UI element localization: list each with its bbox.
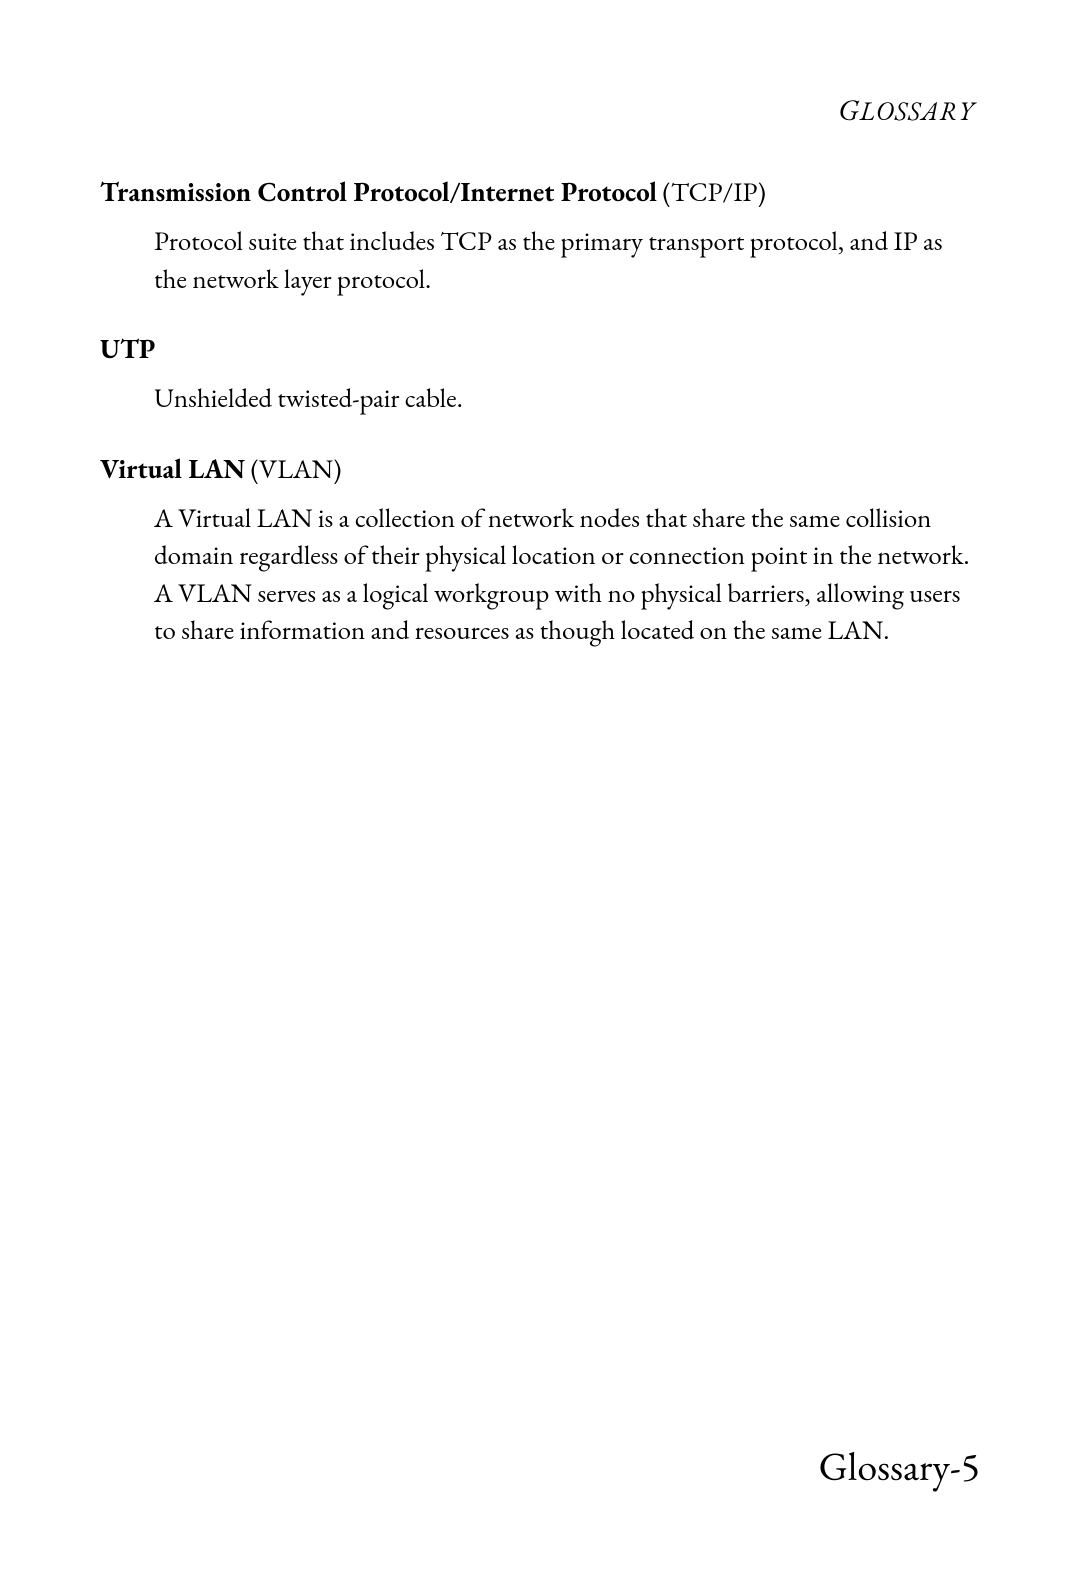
term-paren: (TCP/IP) (657, 175, 766, 210)
term-definition: Unshielded twisted-pair cable. (154, 380, 974, 417)
term-definition: Protocol suite that includes TCP as the … (154, 223, 974, 298)
term-line: UTP (100, 332, 980, 368)
term-line: Virtual LAN (VLAN) (100, 452, 980, 488)
glossary-entry: UTP Unshielded twisted-pair cable. (100, 332, 980, 418)
term-bold: UTP (100, 332, 155, 367)
running-header-rest: LOSSARY (860, 94, 974, 128)
running-header-cap: G (838, 90, 860, 129)
running-header: GLOSSARY (100, 90, 974, 129)
term-bold: Virtual LAN (100, 452, 245, 487)
page-number: Glossary-5 (819, 1440, 980, 1492)
term-line: Transmission Control Protocol/Internet P… (100, 175, 980, 211)
glossary-entry: Virtual LAN (VLAN) A Virtual LAN is a co… (100, 452, 980, 649)
term-paren: (VLAN) (245, 452, 341, 487)
glossary-entry: Transmission Control Protocol/Internet P… (100, 175, 980, 298)
term-bold: Transmission Control Protocol/Internet P… (100, 175, 657, 210)
term-definition: A Virtual LAN is a collection of network… (154, 500, 974, 649)
page: GLOSSARY Transmission Control Protocol/I… (0, 0, 1080, 1570)
